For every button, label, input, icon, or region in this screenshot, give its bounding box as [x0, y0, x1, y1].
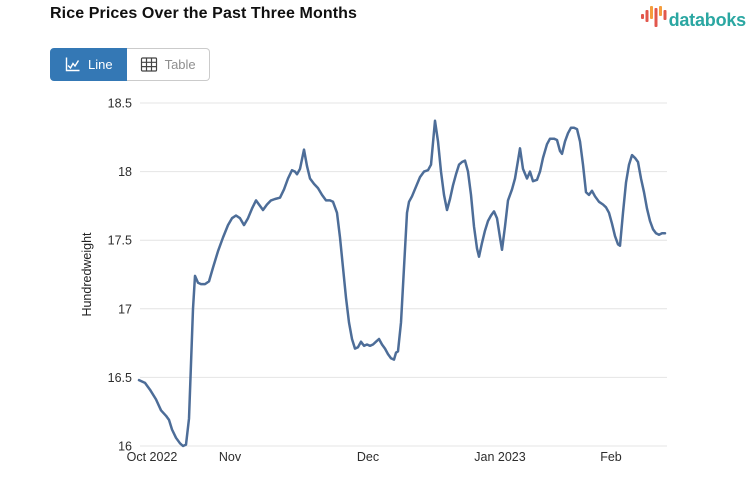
line-chart-icon — [64, 56, 81, 73]
table-button-label: Table — [164, 57, 196, 72]
page-title: Rice Prices Over the Past Three Months — [50, 5, 358, 22]
y-tick-label: 16.5 — [108, 371, 132, 385]
y-tick-label: 17.5 — [108, 234, 132, 248]
databoks-logo-text: databoks — [668, 9, 747, 30]
price-line-series — [137, 119, 667, 448]
x-tick-label: Dec — [357, 450, 379, 464]
y-tick-label: 18 — [118, 165, 132, 179]
view-toggle-group: Line Table — [50, 48, 210, 81]
y-tick-label: 18.5 — [108, 97, 132, 111]
table-view-button[interactable]: Table — [126, 48, 210, 81]
databoks-logo: databoks — [640, 4, 746, 36]
line-view-button[interactable]: Line — [50, 48, 127, 81]
line-button-label: Line — [88, 57, 113, 72]
x-tick-label: Feb — [600, 450, 622, 464]
table-grid-icon — [140, 56, 158, 73]
y-tick-label: 16 — [118, 440, 132, 454]
x-tick-label: Jan 2023 — [474, 450, 525, 464]
databoks-bars-icon — [640, 4, 667, 36]
y-axis-title: Hundredweight — [80, 232, 94, 317]
y-tick-label: 17 — [118, 302, 132, 316]
x-tick-label: Nov — [219, 450, 242, 464]
x-tick-label: Oct 2022 — [127, 450, 178, 464]
